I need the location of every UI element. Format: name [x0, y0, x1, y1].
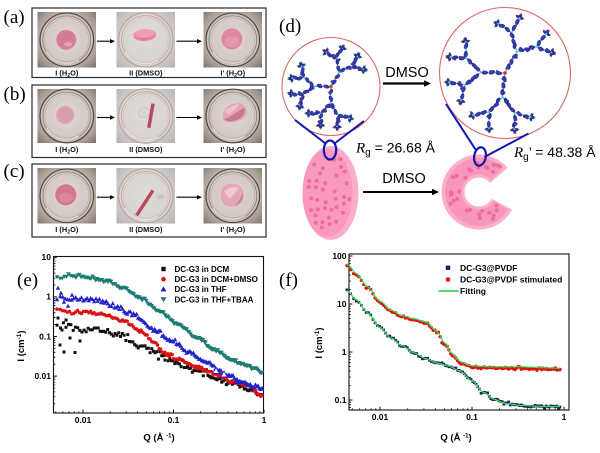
svg-text:1: 1 [562, 412, 567, 422]
svg-text:(e): (e) [17, 270, 38, 291]
svg-text:DMSO: DMSO [382, 171, 426, 187]
svg-text:0.1: 0.1 [39, 331, 51, 341]
svg-text:II (DMSO): II (DMSO) [129, 225, 163, 234]
svg-text:DC-G3 in DCM+DMSO: DC-G3 in DCM+DMSO [175, 275, 258, 284]
svg-text:0.1: 0.1 [335, 395, 347, 405]
svg-text:DC-G3@PVDF: DC-G3@PVDF [460, 263, 517, 273]
svg-text:1: 1 [342, 347, 347, 357]
svg-text:DMSO: DMSO [385, 65, 429, 81]
svg-text:DC-G3@PVDF stimulated: DC-G3@PVDF stimulated [460, 275, 562, 285]
svg-text:(c): (c) [4, 161, 25, 182]
svg-text:1: 1 [46, 292, 51, 302]
svg-text:DC-G3 in THF: DC-G3 in THF [175, 285, 227, 294]
svg-text:DC-G3 in THF+TBAA: DC-G3 in THF+TBAA [175, 295, 254, 304]
svg-text:10: 10 [42, 252, 52, 262]
svg-text:II (DMSO): II (DMSO) [129, 145, 163, 154]
svg-text:10: 10 [337, 299, 347, 309]
svg-text:II (DMSO): II (DMSO) [129, 69, 163, 78]
svg-text:0.01: 0.01 [372, 412, 389, 422]
svg-text:0.1: 0.1 [168, 415, 180, 425]
svg-text:1: 1 [262, 415, 267, 425]
svg-text:100: 100 [332, 251, 346, 261]
svg-text:(d): (d) [279, 16, 301, 37]
svg-text:(f): (f) [279, 270, 298, 291]
svg-text:0.1: 0.1 [466, 412, 478, 422]
svg-text:(b): (b) [4, 84, 26, 105]
svg-text:(a): (a) [4, 7, 25, 28]
svg-text:DC-G3 in DCM: DC-G3 in DCM [175, 265, 230, 274]
svg-text:0.01: 0.01 [75, 415, 92, 425]
svg-text:0.01: 0.01 [34, 371, 51, 381]
svg-text:Fitting: Fitting [460, 286, 486, 296]
